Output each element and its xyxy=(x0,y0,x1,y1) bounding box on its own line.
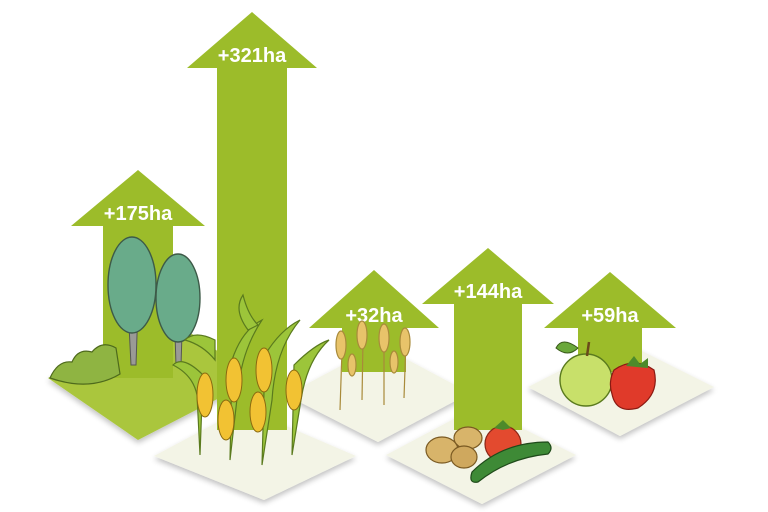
arrow-label-fruit: +59ha xyxy=(581,305,639,327)
arrow-vegetables: +144ha xyxy=(422,248,554,430)
vegetables-icon xyxy=(425,420,552,483)
arrow-fruit: +59ha xyxy=(544,272,676,372)
arrow-shape-maize xyxy=(187,12,317,430)
arrow-shape-fruit xyxy=(544,272,676,372)
arrow-label-vegetables: +144ha xyxy=(454,281,523,303)
arrow-shape-cereals xyxy=(309,270,439,372)
cereals-tile xyxy=(286,345,470,442)
fruit-icon xyxy=(555,341,656,410)
arrow-label-cereals: +32ha xyxy=(345,305,403,327)
arrow-maize: +321ha xyxy=(187,12,317,430)
arrow-cereals: +32ha xyxy=(309,270,439,372)
arrow-label-maize: +321ha xyxy=(218,45,287,67)
arrow-shape-vegetables xyxy=(422,248,554,430)
maize-tile xyxy=(154,408,356,500)
arrow-label-forest: +175ha xyxy=(104,203,173,225)
tree-icon xyxy=(49,236,201,385)
wheat-icon xyxy=(335,320,411,411)
vegetables-tile xyxy=(386,406,576,504)
maize-icon xyxy=(171,293,330,466)
